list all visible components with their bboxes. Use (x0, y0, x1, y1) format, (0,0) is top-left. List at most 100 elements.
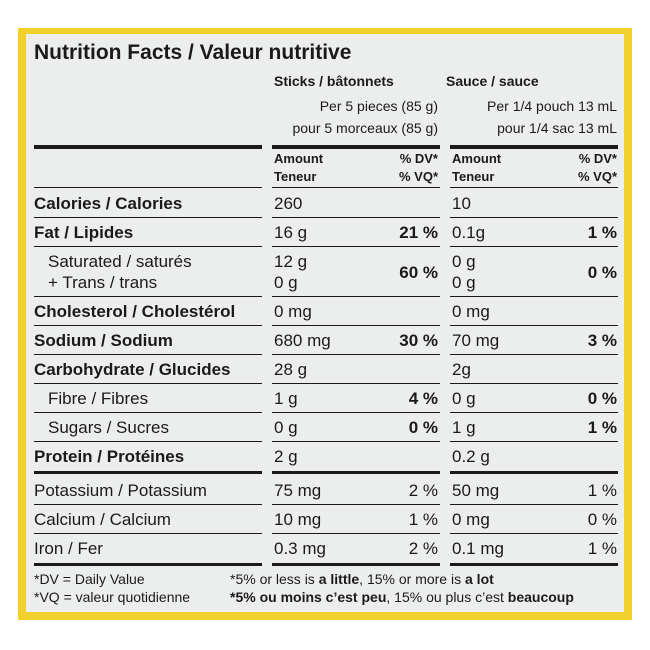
daily-value: 4 % (408, 389, 438, 408)
header: Teneur (452, 169, 495, 184)
rule (272, 383, 440, 384)
rule (450, 471, 618, 474)
label-frame (18, 28, 632, 620)
rule (272, 296, 440, 297)
rule (34, 325, 262, 326)
rule (450, 533, 618, 534)
nutrient: + Trans / trans (48, 273, 158, 292)
rule (34, 187, 262, 188)
column-name: Sauce / sauce (446, 73, 539, 89)
daily-value: 0 % (587, 510, 617, 529)
rule (272, 145, 440, 149)
rule (34, 217, 262, 218)
header: % DV* (399, 151, 438, 166)
rule (450, 187, 618, 188)
daily-value: 0 % (408, 418, 438, 437)
amount: 0.2 g (452, 447, 490, 466)
rule (450, 246, 618, 247)
rule (450, 383, 618, 384)
nutrient: Potassium / Potassium (34, 481, 207, 500)
rule (34, 354, 262, 355)
rule (450, 441, 618, 442)
serving: Per 1/4 pouch 13 mL (487, 98, 617, 114)
column-name: Sticks / bâtonnets (274, 73, 394, 89)
daily-value: 2 % (408, 539, 438, 558)
rule (450, 217, 618, 218)
amount: 28 g (274, 360, 308, 379)
footnote-part: beaucoup (507, 589, 574, 605)
amount: 2 g (274, 447, 298, 466)
amount: 0 g (274, 418, 298, 437)
daily-value: 1 % (587, 418, 617, 437)
daily-value: 2 % (408, 481, 438, 500)
nutrient: Carbohydrate / Glucides (34, 360, 231, 379)
nutrient: Sugars / Sucres (48, 418, 169, 437)
daily-value: 1 % (587, 223, 617, 242)
amount: 680 mg (274, 331, 331, 350)
header: Amount (274, 151, 324, 166)
rule (272, 533, 440, 534)
footnote: *5% ou moins c’est peu, 15% ou plus c’es… (230, 590, 574, 604)
rule (34, 246, 262, 247)
rule (450, 504, 618, 505)
amount: 10 mg (274, 510, 322, 529)
rule (34, 563, 262, 566)
footnote-part: a lot (465, 571, 494, 587)
nutrient: Fibre / Fibres (48, 389, 149, 408)
nutrient: Calories / Calories (34, 194, 183, 213)
nutrient: Sodium / Sodium (34, 331, 173, 350)
daily-value: 3 % (587, 331, 617, 350)
amount: 0 g (274, 273, 298, 292)
amount: 10 (452, 194, 471, 213)
amount: 0 g (452, 273, 476, 292)
rule (34, 145, 262, 149)
rule (34, 296, 262, 297)
daily-value: 0 % (587, 263, 617, 282)
serving: pour 1/4 sac 13 mL (497, 120, 617, 136)
footnote: *5% or less is a little, 15% or more is … (230, 572, 494, 586)
nutrient: Saturated / saturés (48, 252, 192, 271)
footnote-part: , 15% ou plus c’est (386, 589, 508, 605)
daily-value: 1 % (587, 539, 617, 558)
nutrient: Iron / Fer (34, 539, 103, 558)
footnote-part: *5% or less is (230, 571, 319, 587)
daily-value: 30 % (399, 331, 438, 350)
rule (450, 325, 618, 326)
rule (272, 354, 440, 355)
daily-value: 1 % (408, 510, 438, 529)
nutrient: Calcium / Calcium (34, 510, 171, 529)
amount: 1 g (274, 389, 298, 408)
header: % DV* (578, 151, 617, 166)
header: % VQ* (577, 169, 617, 184)
rule (272, 187, 440, 188)
amount: 70 mg (452, 331, 500, 350)
footnote-part: a little (318, 571, 360, 587)
header: % VQ* (398, 169, 438, 184)
header: Amount (452, 151, 502, 166)
rule (272, 412, 440, 413)
header: Teneur (274, 169, 317, 184)
amount: 0.1 mg (452, 539, 504, 558)
rule (272, 563, 440, 566)
rule (450, 412, 618, 413)
footnote-part: *5% ou moins c’est peu (230, 589, 387, 605)
rule (34, 441, 262, 442)
amount: 50 mg (452, 481, 500, 500)
amount: 260 (274, 194, 303, 213)
rule (272, 246, 440, 247)
title: Nutrition Facts / Valeur nutritive (34, 41, 352, 64)
footnote: *VQ = valeur quotidienne (34, 589, 191, 605)
rule (272, 325, 440, 326)
rule (272, 504, 440, 505)
amount: 0.1g (452, 223, 486, 242)
daily-value: 1 % (587, 481, 617, 500)
rule (450, 563, 618, 566)
nutrient: Fat / Lipides (34, 223, 134, 242)
amount: 75 mg (274, 481, 322, 500)
footnote-part: , 15% or more is (359, 571, 465, 587)
amount: 0 g (452, 252, 476, 271)
nutrient: Cholesterol / Cholestérol (34, 302, 236, 321)
footnote: *DV = Daily Value (34, 571, 145, 587)
daily-value: 21 % (399, 223, 438, 242)
